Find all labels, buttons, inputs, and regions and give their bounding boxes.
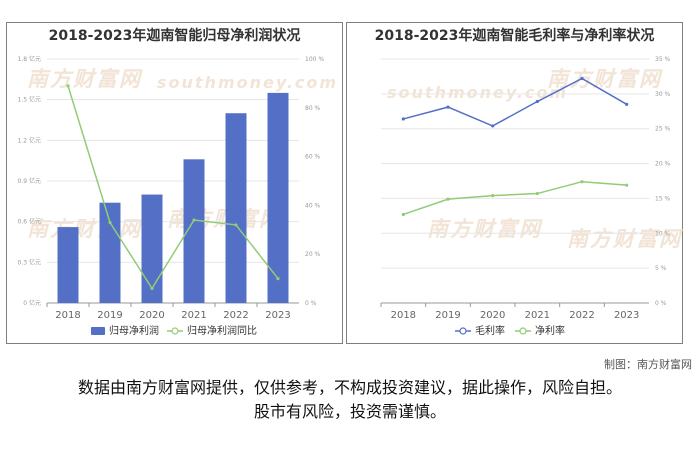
line-point: [234, 223, 238, 227]
line-point: [625, 183, 629, 187]
disclaimer: 数据由南方财富网提供，仅供参考，不构成投资建议，据此操作，风险自担。 股市有风险…: [0, 376, 700, 424]
line-point: [108, 220, 112, 225]
x-tick-label: 2020: [480, 310, 505, 321]
y-left-tick-label: 1.2 亿元: [18, 136, 41, 144]
y-right-tick-label: 40 %: [305, 202, 321, 209]
line-point: [401, 117, 405, 121]
y-right-tick-label: 10 %: [655, 230, 671, 237]
x-tick-label: 2022: [223, 310, 248, 321]
legend-swatch-marker: [519, 327, 527, 335]
y-right-tick-label: 100 %: [305, 56, 324, 63]
line-point: [580, 76, 584, 81]
line-point: [491, 194, 495, 198]
margin-chart: 0 % 5 % 10 % 15 % 20 % 25 % 30 % 35 % 2018 2019 20…: [380, 56, 671, 337]
y-left-tick-label: 0 亿元: [23, 299, 41, 307]
x-tick-label: 2018: [391, 310, 416, 321]
chart-title: 2018-2023年迦南智能归母净利润状况: [48, 28, 301, 44]
line-point: [446, 105, 450, 109]
x-tick-label: 2023: [614, 310, 639, 321]
series-line-0: [403, 77, 628, 127]
x-tick-label: 2022: [569, 310, 594, 321]
line-point: [276, 277, 280, 281]
line-point: [401, 212, 405, 217]
x-tick-label: 2019: [435, 310, 460, 321]
net-profit-chart: 0 亿元 0.3 亿元 0.6 亿元 0.9 亿元 1.2 亿元 1.5 亿元 1.8 亿元…: [18, 55, 325, 337]
y-left-tick-label: 0.6 亿元: [18, 218, 41, 226]
disclaimer-line-1: 数据由南方财富网提供，仅供参考，不构成投资建议，据此操作，风险自担。: [77, 378, 622, 397]
y-right-tick-label: 35 %: [655, 56, 671, 63]
legend-swatch-bar: [91, 327, 105, 335]
disclaimer-line-2: 股市有风险，投资需谨慎。: [253, 402, 446, 421]
line-point: [446, 197, 450, 201]
x-tick-label: 2023: [265, 310, 290, 321]
margin-chart-panel: 南方财富网 southmoney.com 南方财富网 南方财富网 2018-20…: [346, 22, 683, 344]
series-line-1: [403, 180, 627, 216]
y-left-tick-label: 0.9 亿元: [18, 177, 41, 185]
chart-credit: 制图：南方财富网: [604, 358, 692, 371]
x-tick-label: 2021: [525, 310, 550, 321]
y-right-tick-label: 20 %: [305, 251, 321, 258]
line-point: [580, 180, 584, 184]
legend-swatch-marker: [171, 327, 179, 335]
line-point: [192, 218, 196, 222]
x-tick-label: 2019: [97, 310, 122, 321]
y-left-tick-label: 1.8 亿元: [18, 55, 41, 63]
net-profit-chart-panel: 南方财富网 southmoney.com 南方财富网 南方财富网 2018-20…: [6, 22, 343, 344]
line-point: [491, 124, 495, 128]
line-point: [535, 99, 539, 104]
bar: [183, 159, 205, 303]
bar: [99, 202, 121, 303]
y-left-tick-label: 1.5 亿元: [18, 96, 41, 104]
y-right-tick-label: 5 %: [655, 265, 667, 272]
bar: [267, 92, 289, 303]
chart-title: 2018-2023年迦南智能毛利率与净利率状况: [374, 28, 655, 44]
y-right-tick-label: 60 %: [305, 154, 321, 161]
legend-label: 归母净利润: [109, 324, 159, 337]
legend-label: 归母净利润同比: [187, 324, 257, 337]
line-point: [535, 191, 539, 196]
series-line-yoy: [67, 85, 279, 290]
bar: [225, 113, 247, 303]
line-point: [625, 102, 629, 106]
x-tick-label: 2018: [55, 310, 80, 321]
bar: [57, 227, 79, 303]
y-left-tick-label: 0.3 亿元: [18, 258, 41, 266]
legend-label: 毛利率: [475, 324, 505, 337]
x-tick-label: 2020: [139, 310, 164, 321]
bar: [141, 194, 163, 303]
y-right-tick-label: 25 %: [655, 126, 671, 133]
y-right-tick-label: 0 %: [655, 300, 667, 307]
x-tick-label: 2021: [181, 310, 206, 321]
y-right-tick-label: 15 %: [655, 195, 671, 202]
y-right-tick-label: 0 %: [305, 300, 317, 307]
line-point: [66, 84, 70, 88]
line-point: [150, 286, 154, 290]
legend-label: 净利率: [535, 324, 565, 337]
y-right-tick-label: 80 %: [305, 105, 321, 112]
y-right-tick-label: 20 %: [655, 161, 671, 168]
legend-swatch-marker: [459, 327, 467, 335]
y-right-tick-label: 30 %: [655, 91, 671, 98]
